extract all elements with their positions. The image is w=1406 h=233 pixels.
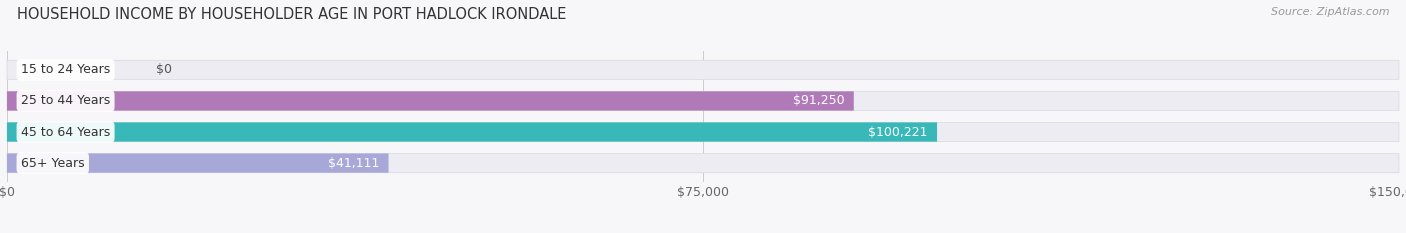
FancyBboxPatch shape bbox=[7, 91, 1399, 111]
Text: HOUSEHOLD INCOME BY HOUSEHOLDER AGE IN PORT HADLOCK IRONDALE: HOUSEHOLD INCOME BY HOUSEHOLDER AGE IN P… bbox=[17, 7, 567, 22]
Text: 25 to 44 Years: 25 to 44 Years bbox=[21, 94, 110, 107]
FancyBboxPatch shape bbox=[7, 122, 936, 142]
Text: $91,250: $91,250 bbox=[793, 94, 845, 107]
Text: $41,111: $41,111 bbox=[328, 157, 380, 170]
Text: Source: ZipAtlas.com: Source: ZipAtlas.com bbox=[1271, 7, 1389, 17]
FancyBboxPatch shape bbox=[7, 91, 853, 111]
FancyBboxPatch shape bbox=[7, 154, 388, 173]
Text: $100,221: $100,221 bbox=[869, 126, 928, 139]
Text: 15 to 24 Years: 15 to 24 Years bbox=[21, 63, 110, 76]
FancyBboxPatch shape bbox=[7, 60, 1399, 79]
FancyBboxPatch shape bbox=[7, 154, 1399, 173]
Text: 45 to 64 Years: 45 to 64 Years bbox=[21, 126, 110, 139]
FancyBboxPatch shape bbox=[7, 122, 1399, 142]
Text: 65+ Years: 65+ Years bbox=[21, 157, 84, 170]
Text: $0: $0 bbox=[156, 63, 172, 76]
